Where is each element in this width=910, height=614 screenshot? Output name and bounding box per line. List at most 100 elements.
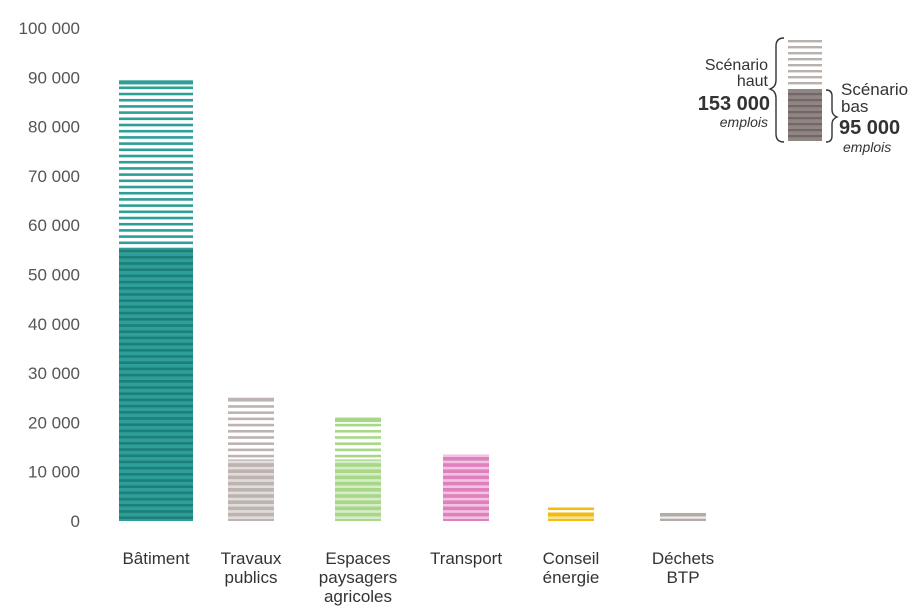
legend-low-stripe xyxy=(788,99,822,102)
bar-low-stripe xyxy=(335,516,381,519)
bar-low-stripe xyxy=(119,466,193,470)
legend-low-stripe xyxy=(788,105,822,108)
legend-low-stripe xyxy=(788,111,822,114)
bar-low-stripe xyxy=(228,473,274,476)
bar-low-stripe xyxy=(119,417,193,420)
bar-high-stripe xyxy=(119,235,193,238)
bar-low-stripe xyxy=(119,330,193,333)
bar-high-stripe xyxy=(119,98,193,102)
bar-low-stripe xyxy=(119,361,193,364)
legend-low-stripe xyxy=(788,129,822,132)
category-label: paysagers xyxy=(319,568,397,587)
bar-low-stripe xyxy=(335,466,381,470)
legend-low-stripe xyxy=(788,135,822,138)
bar-low-stripe xyxy=(443,497,489,501)
bar-low-stripe xyxy=(119,318,193,321)
bar-low-stripe xyxy=(119,411,193,414)
bar-low-stripe xyxy=(119,299,193,302)
bar-low-stripe xyxy=(119,448,193,451)
bar-high-stripe xyxy=(335,436,381,439)
bar-low-stripe xyxy=(119,342,193,346)
y-tick-label: 70 000 xyxy=(28,167,80,186)
legend-high-value: 153 000 xyxy=(698,93,770,115)
category-label: Conseil xyxy=(543,549,600,568)
bar-low-stripe xyxy=(119,262,193,265)
bar-low-stripe xyxy=(119,429,193,433)
bar-high-stripe xyxy=(119,210,193,214)
bar-high-cap xyxy=(119,82,193,85)
bar-high-stripe xyxy=(228,405,274,408)
bar-group xyxy=(228,397,274,521)
legend-high-brace xyxy=(767,37,785,143)
bar-low-stripe xyxy=(335,510,381,513)
category-label: Travaux xyxy=(221,549,282,568)
legend-low-unit: emplois xyxy=(843,139,891,155)
bar-low-stripe xyxy=(119,516,193,519)
y-tick-label: 20 000 xyxy=(28,413,80,432)
bar-low-stripe xyxy=(228,504,274,507)
bar-low-stripe xyxy=(335,491,381,495)
bar-high-stripe xyxy=(228,398,274,402)
bar-high-stripe xyxy=(228,448,274,452)
bar-low-stripe xyxy=(335,485,381,488)
bar-low-stripe xyxy=(228,491,274,495)
bar-low-stripe xyxy=(119,460,193,464)
bar-high-cap xyxy=(335,419,381,423)
bar-high-cap xyxy=(228,397,274,400)
y-tick-label: 40 000 xyxy=(28,315,80,334)
category-label: énergie xyxy=(543,568,600,587)
bar-high-stripe xyxy=(119,222,193,226)
bar-low-stripe xyxy=(119,355,193,358)
y-tick-label: 50 000 xyxy=(28,266,80,285)
bar-high-stripe xyxy=(119,198,193,201)
bar-high-cap xyxy=(660,514,706,517)
y-tick-label: 100 000 xyxy=(19,19,80,38)
bar-low-stripe xyxy=(119,256,193,259)
bar-low-stripe xyxy=(548,516,594,519)
bar-low-stripe xyxy=(335,460,381,464)
y-tick-label: 0 xyxy=(71,512,80,531)
bar-low-stripe xyxy=(335,473,381,476)
bar-low-stripe xyxy=(119,404,193,408)
legend-high-stripe xyxy=(788,52,822,55)
bar-low-stripe xyxy=(119,324,193,327)
bar-low-stripe xyxy=(119,386,193,389)
bar-low-stripe xyxy=(443,473,489,476)
bar-low-stripe xyxy=(660,516,706,519)
bar-low-stripe xyxy=(119,398,193,402)
bar-low-stripe xyxy=(228,479,274,482)
bar-low-stripe xyxy=(119,274,193,278)
bar-low-stripe xyxy=(119,423,193,426)
bar-low-stripe xyxy=(119,479,193,482)
bar-high-stripe xyxy=(119,160,193,164)
bar-low-stripe xyxy=(443,504,489,507)
bar-low-stripe xyxy=(443,466,489,470)
bar-high-stripe xyxy=(119,123,193,127)
legend-high-stripe xyxy=(788,40,822,43)
bar-low-stripe xyxy=(443,479,489,482)
bar-high-stripe xyxy=(228,417,274,421)
y-tick-label: 80 000 xyxy=(28,118,80,137)
bar-high-stripe xyxy=(119,241,193,245)
legend-low-stripe xyxy=(788,123,822,126)
bar-high-stripe xyxy=(119,216,193,220)
bar-high-stripe xyxy=(228,454,274,458)
bar-low-stripe xyxy=(119,367,193,371)
legend-low-label: bas xyxy=(841,97,868,116)
bar-group xyxy=(443,454,489,521)
bar-low-stripe xyxy=(548,510,594,513)
category-label: Espaces xyxy=(325,549,390,568)
bar-high-stripe xyxy=(119,111,193,114)
bar-high-stripe xyxy=(119,173,193,176)
bar-low-stripe xyxy=(119,485,193,488)
bar-high-stripe xyxy=(335,448,381,452)
bar-high-stripe xyxy=(119,229,193,232)
bar-high-stripe xyxy=(119,154,193,158)
y-tick-label: 60 000 xyxy=(28,216,80,235)
legend-high-stripe xyxy=(788,64,822,67)
bar-low-stripe xyxy=(119,442,193,445)
bar-high-stripe xyxy=(119,191,193,195)
